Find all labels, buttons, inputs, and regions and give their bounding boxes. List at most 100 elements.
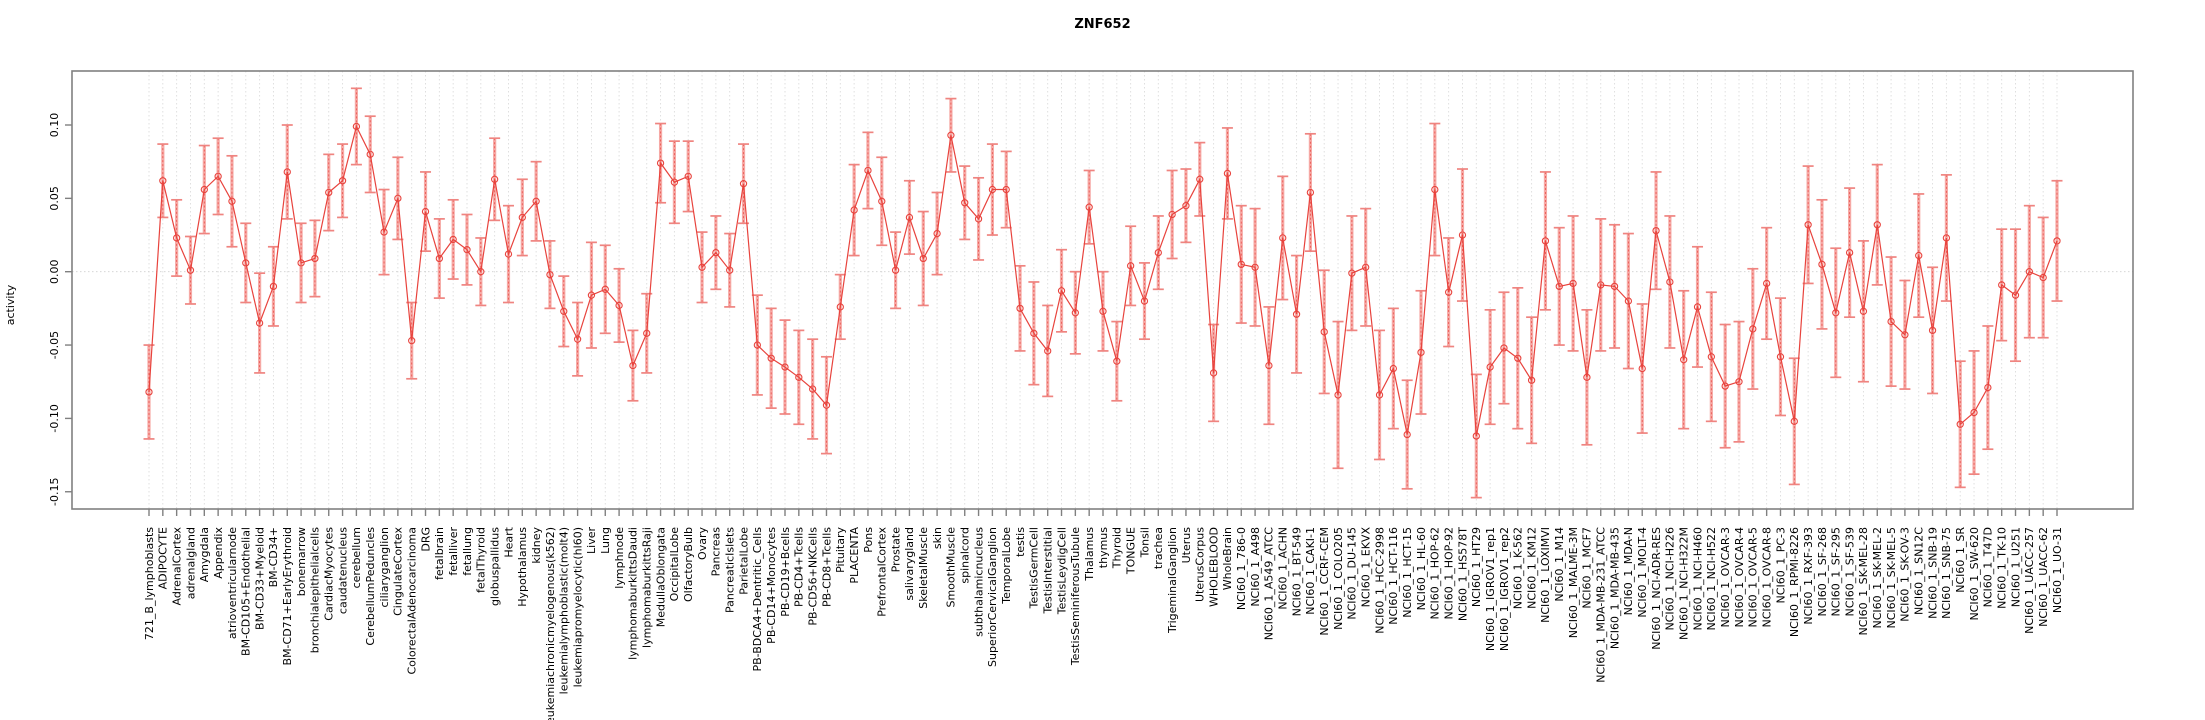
x-tick-label: NCI60_1_SK-MEL-5 [1885,527,1898,629]
x-tick-label: TestisLeydigCell [1055,527,1068,615]
data-point [684,172,692,180]
x-tick-label: WHOLEBLOOD [1207,527,1220,607]
data-point [1928,326,1937,335]
x-tick-label: NCI60_1_K-562 [1512,527,1525,609]
data-point [269,282,278,291]
y-tick-label: -0.10 [48,404,61,432]
data-point [1030,329,1038,337]
x-tick-label: trachea [1152,527,1165,569]
data-point [726,266,734,274]
data-point [988,185,997,194]
x-tick-label: NCI60_1_IGROV1_rep1 [1484,527,1497,651]
x-tick-label: NCI60_1_A498 [1249,527,1262,607]
data-point [1610,282,1619,291]
x-tick-label: OccipitalLobe [668,527,681,602]
data-point [1265,361,1273,370]
x-tick-label: kidney [530,527,543,564]
data-point [504,250,513,258]
x-tick-label: ciliaryganglion [378,527,391,608]
data-point [1569,279,1577,288]
y-tick-label: 0.10 [48,113,61,138]
data-points [145,122,2061,440]
x-tick-label: NCI60_1_SNB-75 [1940,527,1953,619]
x-tick-label: AdrenalCortex [170,527,183,606]
data-point [1182,202,1190,210]
data-point [477,268,485,276]
data-point [242,259,250,267]
x-tick-label: TemporalLobe [1000,527,1013,605]
x-tick-label: NCI60_1_U251 [2009,527,2022,607]
y-axis-tick-labels: 0.10 0.05 0.00 -0.05 -0.10 -0.15 [48,113,61,506]
x-tick-label: DRG [419,527,432,552]
x-tick-label: bonemarrow [295,527,308,596]
x-tick-label: NCI60_1_HOP-92 [1442,527,1455,619]
data-point [1071,309,1079,317]
x-tick-label: NCI60_1_UO-31 [2051,527,2064,613]
x-tick-label: TrigeminalGanglion [1166,527,1179,634]
data-point [408,336,416,345]
data-point [643,329,651,337]
data-point [145,388,153,396]
data-point [587,291,596,299]
data-point [1638,364,1646,373]
x-tick-label: Uterus [1180,527,1193,564]
x-tick-label: NCI60_1_SF-268 [1816,527,1829,616]
data-point [1279,234,1287,242]
data-point [864,166,872,175]
data-point [1472,432,1480,440]
data-point [1127,262,1135,270]
data-point [850,206,858,214]
x-tick-label: NCI60_1_NCI-H322M [1677,527,1690,640]
x-tick-label: Pancreas [710,527,723,577]
x-tick-label: NCI60_1_HCT-15 [1401,527,1414,618]
data-point [809,385,817,393]
data-point [283,168,291,176]
x-tick-label: NCI60_1_PC-3 [1774,527,1787,603]
x-tick-label: NCI60_1_SF-295 [1830,527,1843,616]
x-tick-label: cerebellum [350,527,363,588]
x-tick-label: PB-CD19+Bcells [779,527,792,617]
data-point [1818,260,1826,269]
data-point [836,303,844,311]
data-point [1970,408,1978,417]
x-tick-label: NCI60_1_NCI-H522 [1705,527,1718,631]
data-point [1735,378,1743,386]
data-point [1624,297,1633,305]
x-tick-label: NCI60_1_MALME-3M [1567,527,1580,638]
x-tick-label: NCI60_1_NCI-ADR-RES [1650,527,1663,650]
data-point [1804,221,1812,229]
y-tick-label: 0.05 [48,186,61,211]
data-point [159,177,167,185]
chart-title: ZNF652 [1074,17,1131,32]
x-tick-label: BM-CD105+Endothelial [240,527,253,656]
x-axis-tick-labels: 721_B_lymphoblasts ADIPOCYTE AdrenalCortex… [143,526,2064,720]
x-tick-label: NCI60_1_CAKI-1 [1304,527,1317,615]
x-tick-label: NCI60_1_NCI-H226 [1664,527,1677,631]
data-point [974,215,983,223]
data-point [1057,287,1066,295]
x-tick-label: leukemiapromyelocytic(hl60) [571,527,584,687]
data-point [1431,185,1439,194]
x-tick-label: skin [931,527,944,549]
data-point [2011,291,2020,299]
data-point [1901,331,1909,339]
data-point [532,197,540,205]
data-point [1749,325,1757,333]
data-point [352,122,361,131]
data-point [629,361,637,370]
x-tick-label: NCI60_1_UACC-257 [2023,527,2036,634]
data-point [1776,353,1785,361]
x-tick-label: Tonsil [1138,527,1151,558]
data-point [1998,281,2006,289]
data-point [1486,363,1494,371]
x-tick-label: PB-CD14+Monocytes [765,527,778,644]
data-point [435,254,443,263]
x-tick-label: NCI60_1_IGROV1_rep2 [1498,527,1511,651]
data-point [1583,373,1591,381]
x-tick-label: NCI60_1_DU-145 [1346,527,1359,620]
x-tick-label: NCI60_1_OVCAR-4 [1733,527,1746,628]
x-tick-label: SuperiorCervicalGanglion [986,527,999,667]
x-tick-label: NCI60_1_A549_ATCC [1263,527,1276,641]
y-tick-label: 0.00 [48,259,61,284]
data-point [781,363,789,371]
